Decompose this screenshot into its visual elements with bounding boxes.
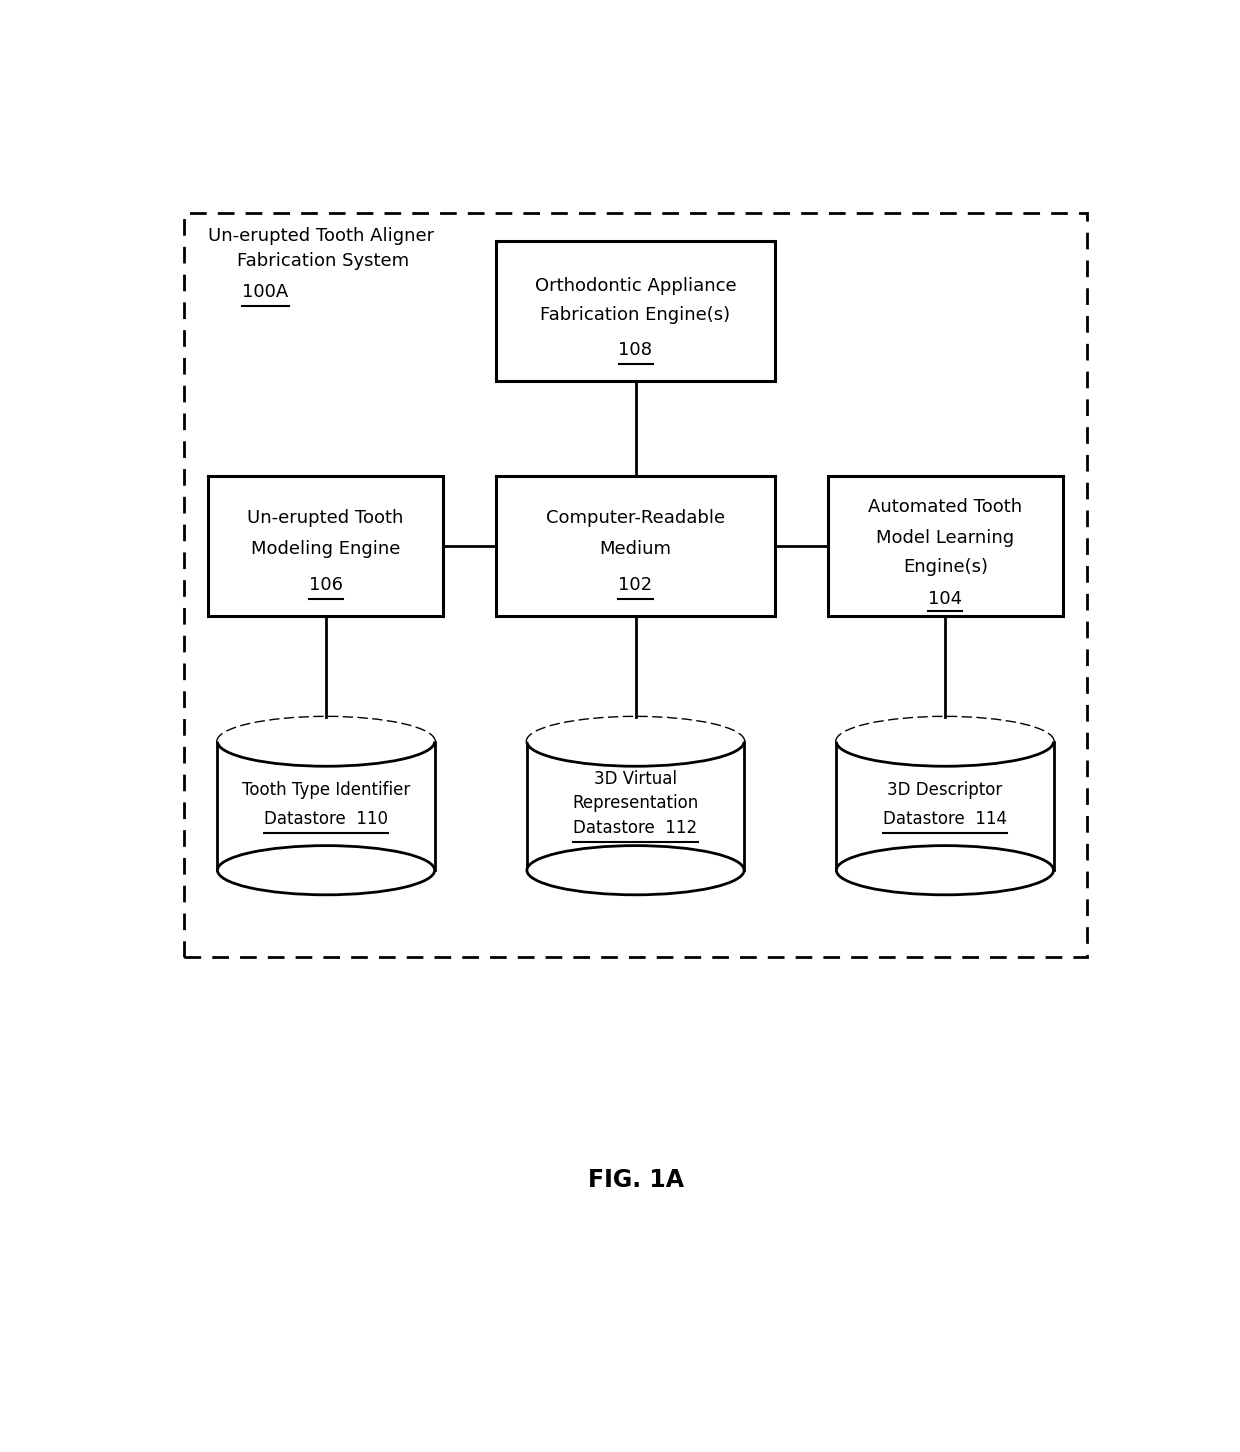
Text: Automated Tooth: Automated Tooth (868, 498, 1023, 515)
Bar (217, 742, 435, 870)
Bar (496, 476, 775, 616)
Text: Datastore  110: Datastore 110 (264, 810, 388, 828)
Text: Model Learning: Model Learning (877, 529, 1014, 546)
Bar (208, 476, 444, 616)
Text: Datastore  114: Datastore 114 (883, 810, 1007, 828)
Text: Fabrication Engine(s): Fabrication Engine(s) (541, 306, 730, 324)
Text: FIG. 1A: FIG. 1A (588, 1169, 683, 1192)
Ellipse shape (527, 717, 744, 767)
Text: 106: 106 (309, 576, 342, 594)
Text: 3D Virtual: 3D Virtual (594, 770, 677, 788)
Text: Computer-Readable: Computer-Readable (546, 510, 725, 527)
Text: Tooth Type Identifier: Tooth Type Identifier (242, 781, 410, 799)
Ellipse shape (836, 717, 1054, 767)
Text: Engine(s): Engine(s) (903, 558, 988, 576)
Text: Modeling Engine: Modeling Engine (250, 540, 401, 558)
Text: 3D Descriptor: 3D Descriptor (888, 781, 1003, 799)
Text: 104: 104 (929, 590, 962, 608)
Text: Medium: Medium (599, 540, 672, 558)
Text: Un-erupted Tooth: Un-erupted Tooth (248, 510, 404, 527)
Text: Datastore  112: Datastore 112 (573, 819, 698, 838)
Ellipse shape (217, 717, 435, 767)
Text: Fabrication System: Fabrication System (237, 253, 409, 270)
Text: Representation: Representation (573, 794, 698, 812)
Text: 100A: 100A (242, 283, 289, 301)
Ellipse shape (836, 845, 1054, 894)
Bar (184, 213, 1087, 957)
Bar (527, 742, 744, 870)
Bar (828, 476, 1063, 616)
Ellipse shape (217, 845, 435, 894)
Text: Orthodontic Appliance: Orthodontic Appliance (534, 277, 737, 295)
Text: 108: 108 (619, 341, 652, 359)
Text: 102: 102 (619, 576, 652, 594)
Bar (836, 742, 1054, 870)
Text: Un-erupted Tooth Aligner: Un-erupted Tooth Aligner (208, 227, 434, 245)
Ellipse shape (527, 845, 744, 894)
Bar (496, 241, 775, 380)
